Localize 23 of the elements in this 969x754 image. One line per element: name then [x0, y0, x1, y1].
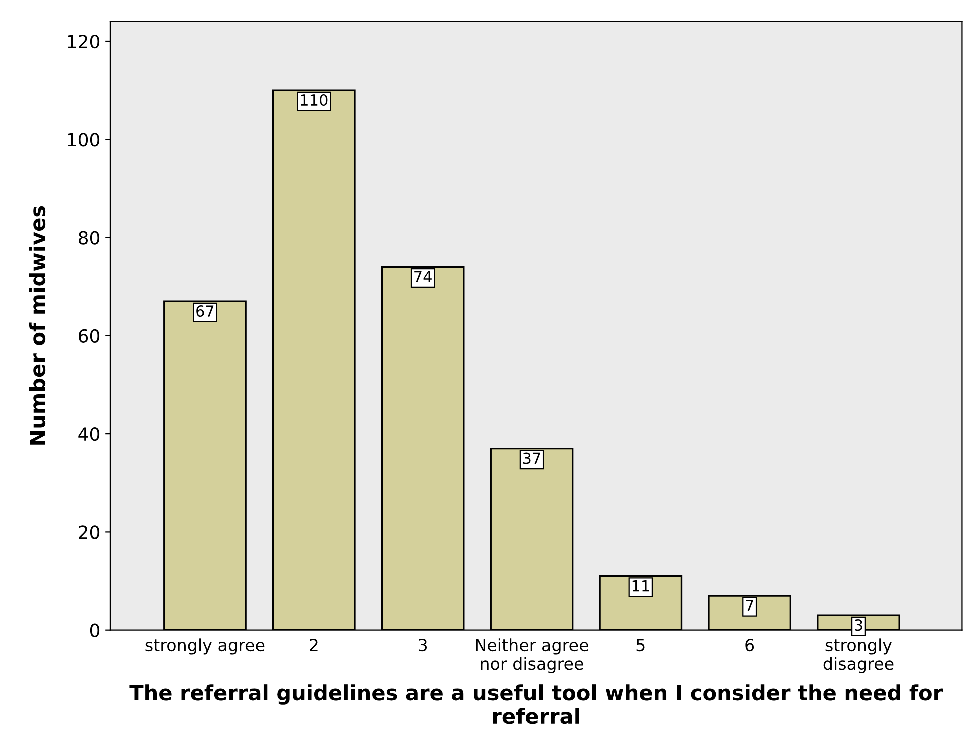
- x-axis-title: The referral guidelines are a useful tool when I consider the need for referral: [130, 684, 944, 724]
- x-tick-label: 5: [636, 639, 645, 652]
- y-tick-label: 40: [78, 428, 100, 442]
- y-tick-label: 0: [90, 624, 100, 638]
- data-label: 7: [746, 600, 754, 612]
- x-tick-label: 6: [746, 638, 754, 652]
- x-tick-label: strongly agree: [146, 638, 265, 655]
- y-axis-title: Number of midwives: [29, 206, 46, 445]
- data-label: 11: [632, 580, 650, 592]
- data-label: 74: [414, 271, 432, 282]
- x-tick-label: 3: [419, 638, 428, 652]
- data-label: 37: [523, 452, 540, 464]
- data-label: 110: [301, 94, 328, 106]
- x-tick-label: strongly disagree: [824, 638, 894, 674]
- y-tick-label: 60: [79, 329, 100, 344]
- y-tick-label: 100: [68, 133, 100, 147]
- data-label: 3: [855, 620, 862, 632]
- y-tick-label: 120: [68, 34, 100, 49]
- y-tick-label: 80: [78, 231, 100, 245]
- x-tick-label: 2: [310, 638, 318, 652]
- data-label: 67: [196, 305, 214, 318]
- y-tick-label: 20: [79, 526, 100, 540]
- x-tick-label: Neither agree nor disagree: [476, 638, 588, 674]
